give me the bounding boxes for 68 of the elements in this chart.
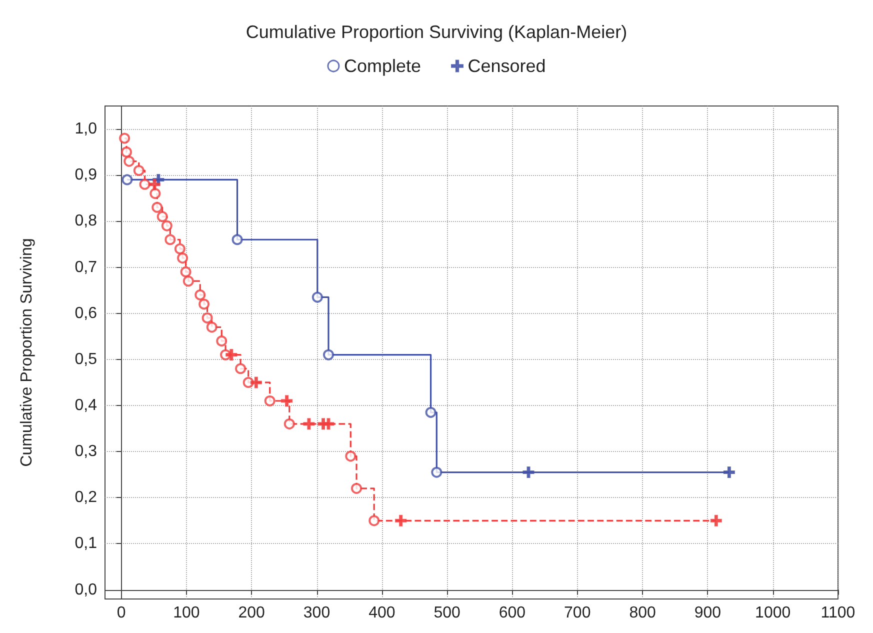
x-tick-label: 400 [368, 604, 396, 622]
y-tick-label: 0,4 [74, 396, 98, 414]
point [124, 156, 135, 167]
y-tick-label: 0,5 [74, 350, 98, 368]
y-tick-label: 0,0 [74, 581, 98, 598]
point [216, 335, 228, 346]
y-axis-title: Cumulative Proportion Surviving [18, 238, 36, 467]
point [723, 466, 735, 478]
point [395, 514, 407, 526]
point [150, 188, 161, 200]
point [250, 376, 262, 388]
point [139, 178, 150, 190]
y-tick-label: 0,7 [74, 258, 98, 276]
x-tick-label: 100 [173, 604, 200, 622]
y-tick-label: 0,6 [74, 304, 98, 322]
x-tick-label: 900 [694, 604, 722, 622]
y-tick-label: 0,9 [74, 166, 98, 184]
point [431, 466, 442, 478]
point [121, 146, 132, 158]
point [425, 406, 436, 418]
point [345, 450, 356, 462]
point [281, 395, 293, 407]
point [182, 276, 194, 287]
point [194, 289, 206, 300]
point [119, 132, 130, 144]
point [177, 252, 188, 264]
point [522, 466, 534, 478]
legend-label: Censored [468, 56, 546, 76]
point [133, 165, 144, 176]
point [368, 515, 380, 526]
point [152, 202, 163, 213]
point [202, 312, 213, 324]
x-tick-label: 1000 [755, 604, 791, 622]
point [710, 514, 722, 526]
y-tick-label: 0,2 [74, 489, 98, 506]
point [284, 418, 295, 430]
x-tick-label: 200 [238, 604, 266, 622]
x-tick-label: 1100 [820, 604, 856, 622]
x-tick-label: 800 [629, 604, 656, 622]
point [232, 234, 243, 246]
x-tick-label: 500 [434, 604, 461, 622]
y-tick-label: 1,0 [74, 120, 98, 138]
point [161, 220, 172, 232]
point [235, 363, 246, 374]
x-tick-label: 700 [564, 604, 591, 622]
y-tick-label: 0,3 [74, 443, 98, 460]
y-tick-label: 0,1 [74, 535, 98, 552]
point [174, 243, 186, 254]
point [303, 418, 315, 430]
point [226, 349, 238, 361]
point [198, 298, 210, 310]
point [148, 178, 160, 190]
point [180, 266, 192, 278]
point [264, 395, 276, 406]
point [164, 234, 176, 246]
x-tick-label: 0 [116, 604, 126, 622]
point [351, 482, 362, 494]
x-tick-label: 600 [498, 604, 526, 622]
x-tick-label: 300 [303, 604, 330, 622]
point [322, 418, 334, 430]
point [322, 349, 334, 360]
y-tick-label: 0,8 [74, 212, 98, 230]
point [206, 322, 218, 333]
point [312, 292, 323, 303]
chart-title: Cumulative Proportion Surviving (Kaplan-Meier) [246, 22, 628, 42]
point [122, 174, 133, 186]
point [156, 211, 168, 222]
legend-label: Complete [344, 56, 422, 76]
